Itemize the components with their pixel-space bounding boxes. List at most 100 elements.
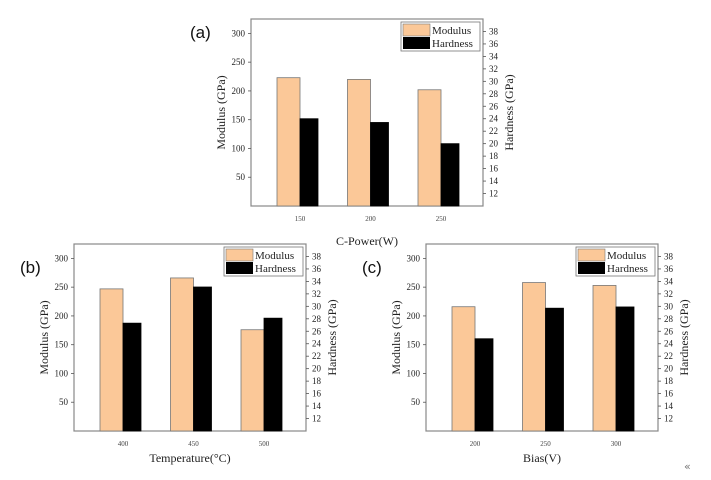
- y-tick-label: 150: [55, 340, 69, 350]
- legend-swatch-modulus: [577, 248, 606, 262]
- y2-tick-label: 38: [664, 251, 674, 261]
- y2-tick-label: 38: [312, 251, 322, 261]
- y2-tick-label: 26: [489, 101, 499, 111]
- y2-tick-label: 14: [489, 176, 499, 186]
- y2-tick-label: 14: [664, 401, 674, 411]
- y-tick-label: 250: [232, 57, 246, 67]
- y2-axis-title: Hardness (GPa): [677, 299, 691, 375]
- legend-label-modulus: Modulus: [432, 25, 471, 37]
- chart-c: (c) 200 250 300 50 100 150 200 250 300 12 14 16 18 20 2…: [362, 243, 691, 465]
- y2-tick-label: 28: [664, 314, 674, 324]
- y-tick-label: 50: [59, 397, 69, 407]
- y2-tick-label: 38: [489, 26, 499, 36]
- bar-modulus-400: [99, 288, 124, 432]
- y2-tick-label: 20: [489, 139, 499, 149]
- y2-tick-label: 16: [489, 164, 499, 174]
- y-axis-title: Modulus (GPa): [214, 75, 228, 149]
- y2-tick-label: 32: [489, 64, 498, 74]
- y2-tick-label: 28: [312, 314, 322, 324]
- legend-swatch-hardness: [578, 262, 605, 274]
- panel-label: (a): [190, 23, 211, 42]
- y2-tick-label: 36: [664, 264, 674, 274]
- y2-tick-label: 16: [664, 389, 674, 399]
- bar-hardness-450: [193, 286, 212, 432]
- y2-tick-label: 16: [312, 389, 322, 399]
- y-tick-label: 200: [407, 311, 421, 321]
- bar-hardness-250: [545, 307, 564, 432]
- y-tick-label: 250: [407, 282, 421, 292]
- bar-modulus-250: [417, 89, 442, 207]
- panel-label: (c): [362, 258, 382, 277]
- legend-label-hardness: Hardness: [432, 38, 473, 50]
- y2-tick-label: 20: [312, 364, 322, 374]
- bar-modulus-200: [347, 79, 371, 207]
- y-axis-title: Modulus (GPa): [37, 300, 51, 374]
- y2-axis-title: Hardness (GPa): [502, 74, 516, 150]
- y2-tick-label: 26: [664, 326, 674, 336]
- x-tick-label: 200: [365, 215, 376, 223]
- panel-label: (b): [20, 258, 41, 277]
- y2-tick-label: 22: [312, 351, 321, 361]
- x-tick-label: 200: [470, 440, 481, 448]
- y2-tick-label: 12: [489, 189, 498, 199]
- y2-axis-title: Hardness (GPa): [325, 299, 339, 375]
- y2-tick-label: 34: [489, 51, 499, 61]
- bar-modulus-500: [240, 329, 265, 432]
- legend-label-hardness: Hardness: [255, 263, 296, 275]
- y-tick-label: 300: [232, 28, 246, 38]
- y2-tick-label: 24: [664, 339, 674, 349]
- legend-swatch-hardness: [403, 37, 430, 49]
- x-tick-label: 250: [540, 440, 551, 448]
- chart-a: (a) 150 200 250 50 100 150 200 250 300 12 14 16 18 20 2…: [190, 18, 516, 248]
- y2-tick-label: 18: [664, 376, 674, 386]
- y-tick-label: 100: [407, 368, 421, 378]
- bar-hardness-250: [440, 143, 460, 207]
- y2-tick-label: 30: [664, 301, 674, 311]
- bar-hardness-300: [615, 306, 635, 432]
- x-tick-label: 400: [118, 440, 129, 448]
- x-tick-label: 500: [259, 440, 270, 448]
- y2-tick-label: 22: [664, 351, 673, 361]
- y-tick-label: 50: [411, 397, 421, 407]
- y-tick-label: 300: [407, 253, 421, 263]
- y2-tick-label: 34: [664, 276, 674, 286]
- legend-swatch-modulus: [225, 248, 254, 262]
- bar-hardness-200: [370, 122, 389, 207]
- y2-tick-label: 32: [664, 289, 673, 299]
- y2-tick-label: 34: [312, 276, 322, 286]
- y2-tick-label: 18: [489, 151, 499, 161]
- y2-tick-label: 12: [312, 414, 321, 424]
- y2-tick-label: 30: [312, 301, 322, 311]
- y2-tick-label: 28: [489, 89, 499, 99]
- y-tick-label: 250: [55, 282, 69, 292]
- bar-modulus-300: [592, 285, 617, 432]
- bar-modulus-200: [451, 306, 476, 432]
- y-tick-label: 200: [232, 86, 246, 96]
- y2-tick-label: 32: [312, 289, 321, 299]
- chart-b: (b) 400 450 500 50 100 150 200 250 300 12 14 16 18 20 2…: [20, 243, 339, 465]
- bar-modulus-250: [522, 282, 546, 432]
- bar-hardness-400: [122, 322, 142, 432]
- legend-label-modulus: Modulus: [607, 250, 646, 262]
- x-axis-title: Temperature(°C): [149, 451, 230, 465]
- y2-tick-label: 30: [489, 76, 499, 86]
- x-tick-label: 450: [188, 440, 199, 448]
- y2-tick-label: 14: [312, 401, 322, 411]
- y2-tick-label: 26: [312, 326, 322, 336]
- x-axis-title: C-Power(W): [336, 234, 398, 248]
- y2-tick-label: 24: [312, 339, 322, 349]
- y-tick-label: 300: [55, 253, 69, 263]
- y2-tick-label: 36: [312, 264, 322, 274]
- corner-arrow-icon: «: [684, 460, 691, 473]
- y2-tick-label: 18: [312, 376, 322, 386]
- bar-hardness-200: [474, 338, 494, 432]
- bar-modulus-450: [170, 277, 194, 432]
- legend-swatch-modulus: [402, 23, 431, 37]
- y2-tick-label: 24: [489, 114, 499, 124]
- bar-modulus-150: [276, 77, 301, 207]
- y-tick-label: 150: [407, 340, 421, 350]
- y-tick-label: 100: [55, 368, 69, 378]
